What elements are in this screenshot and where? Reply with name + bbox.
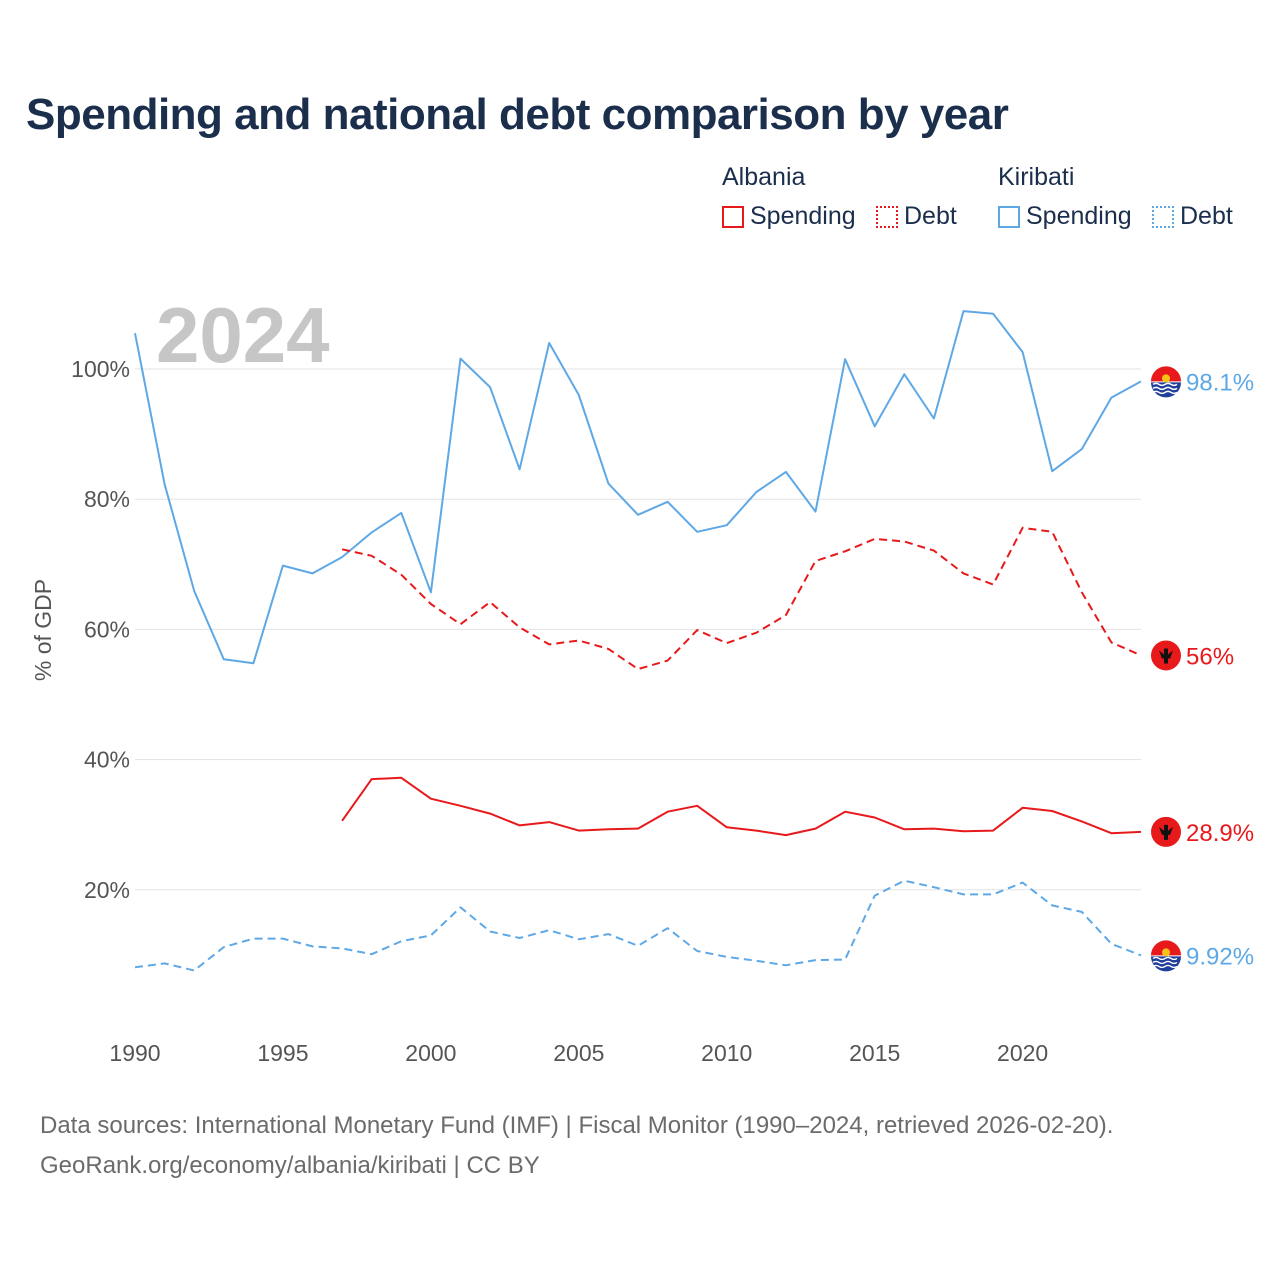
legend-label-albania-debt: Debt	[904, 202, 957, 230]
series-line-albania-debt[interactable]	[341, 526, 1142, 671]
x-tick-label: 1995	[257, 1040, 308, 1066]
footer: Data sources: International Monetary Fun…	[40, 1106, 1113, 1186]
x-tick-label: 2010	[701, 1040, 752, 1066]
legend-label-kiribati-debt: Debt	[1180, 202, 1233, 230]
x-tick-label: 2015	[849, 1040, 900, 1066]
year-watermark: 2024	[156, 291, 330, 379]
x-tick-label: 2005	[553, 1040, 604, 1066]
gridlines	[135, 368, 1141, 891]
legend-kiribati-spending[interactable]: Spending	[998, 202, 1132, 231]
y-tick-label: 20%	[84, 877, 130, 903]
y-axis-label: % of GDP	[30, 579, 56, 681]
y-tick-label: 60%	[84, 616, 130, 642]
legend-kiribati-debt[interactable]: Debt	[1152, 202, 1233, 231]
end-value-label: 9.92%	[1186, 943, 1254, 970]
y-tick-label: 80%	[84, 486, 130, 512]
source-link[interactable]: GeoRank.org/economy/albania/kiribati | C…	[40, 1152, 540, 1179]
legend-label-albania-spending: Spending	[750, 202, 856, 230]
albania-flag-icon	[1151, 640, 1181, 671]
legend-swatch-kiribati-spending	[998, 205, 1020, 228]
series-lines	[134, 310, 1142, 972]
series-end-markers: 98.1% 56% 28.9% 9.92%	[1150, 366, 1254, 972]
x-axis-ticks: 1990 1995 2000 2005 2010 2015 2020	[109, 1040, 1048, 1066]
end-value-label: 98.1%	[1186, 369, 1254, 396]
legend-swatch-albania-debt	[876, 205, 898, 228]
x-tick-label: 2000	[405, 1040, 456, 1066]
x-tick-label: 2020	[997, 1040, 1048, 1066]
legend: Albania Spending Debt Kiribati Spending …	[0, 160, 1280, 250]
y-axis-ticks: 20% 40% 60% 80% 100%	[71, 356, 130, 903]
kiribati-flag-icon	[1150, 366, 1182, 398]
legend-swatch-kiribati-debt	[1152, 205, 1174, 228]
y-tick-label: 100%	[71, 356, 130, 382]
x-tick-label: 1990	[109, 1040, 160, 1066]
series-line-albania-spending[interactable]	[341, 776, 1142, 837]
legend-albania-spending[interactable]: Spending	[722, 202, 856, 231]
legend-country-albania: Albania	[722, 163, 806, 191]
end-value-label: 56%	[1186, 643, 1234, 670]
legend-label-kiribati-spending: Spending	[1026, 202, 1132, 230]
end-value-label: 28.9%	[1186, 820, 1254, 847]
albania-flag-icon	[1151, 816, 1181, 847]
legend-swatch-albania-spending	[722, 205, 744, 228]
series-line-kiribati-debt[interactable]	[134, 879, 1142, 972]
series-line-kiribati-spending[interactable]	[134, 310, 1142, 665]
chart-title: Spending and national debt comparison by…	[26, 90, 1009, 139]
source-note: Data sources: International Monetary Fun…	[40, 1112, 1114, 1139]
y-tick-label: 40%	[84, 747, 130, 773]
kiribati-flag-icon	[1150, 940, 1182, 972]
legend-country-kiribati: Kiribati	[998, 163, 1075, 191]
legend-albania-debt[interactable]: Debt	[876, 202, 957, 231]
